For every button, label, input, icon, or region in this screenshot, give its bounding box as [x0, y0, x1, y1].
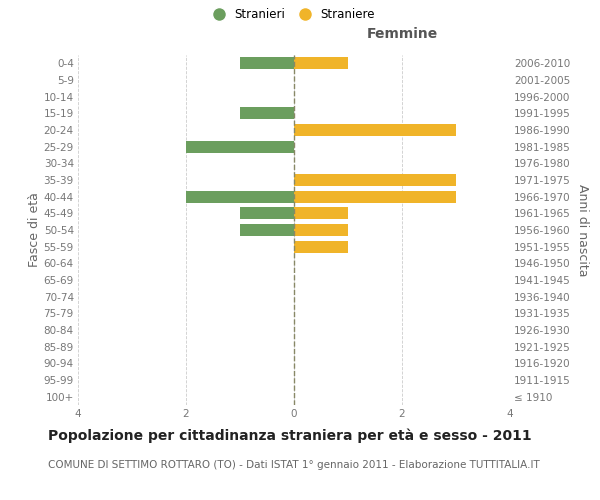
Bar: [240, 58, 294, 70]
Bar: [240, 224, 294, 236]
Bar: [294, 58, 348, 70]
Bar: [294, 224, 348, 236]
Bar: [294, 190, 456, 202]
Y-axis label: Fasce di età: Fasce di età: [28, 192, 41, 268]
Text: COMUNE DI SETTIMO ROTTARO (TO) - Dati ISTAT 1° gennaio 2011 - Elaborazione TUTTI: COMUNE DI SETTIMO ROTTARO (TO) - Dati IS…: [48, 460, 540, 469]
Bar: [240, 208, 294, 220]
Text: Popolazione per cittadinanza straniera per età e sesso - 2011: Popolazione per cittadinanza straniera p…: [48, 428, 532, 443]
Legend: Stranieri, Straniere: Stranieri, Straniere: [209, 5, 379, 25]
Bar: [240, 108, 294, 120]
Bar: [186, 140, 294, 152]
Y-axis label: Anni di nascita: Anni di nascita: [577, 184, 589, 276]
Bar: [294, 124, 456, 136]
Bar: [294, 208, 348, 220]
Bar: [186, 190, 294, 202]
Bar: [294, 174, 456, 186]
Text: Femmine: Femmine: [367, 27, 437, 41]
Bar: [294, 240, 348, 252]
